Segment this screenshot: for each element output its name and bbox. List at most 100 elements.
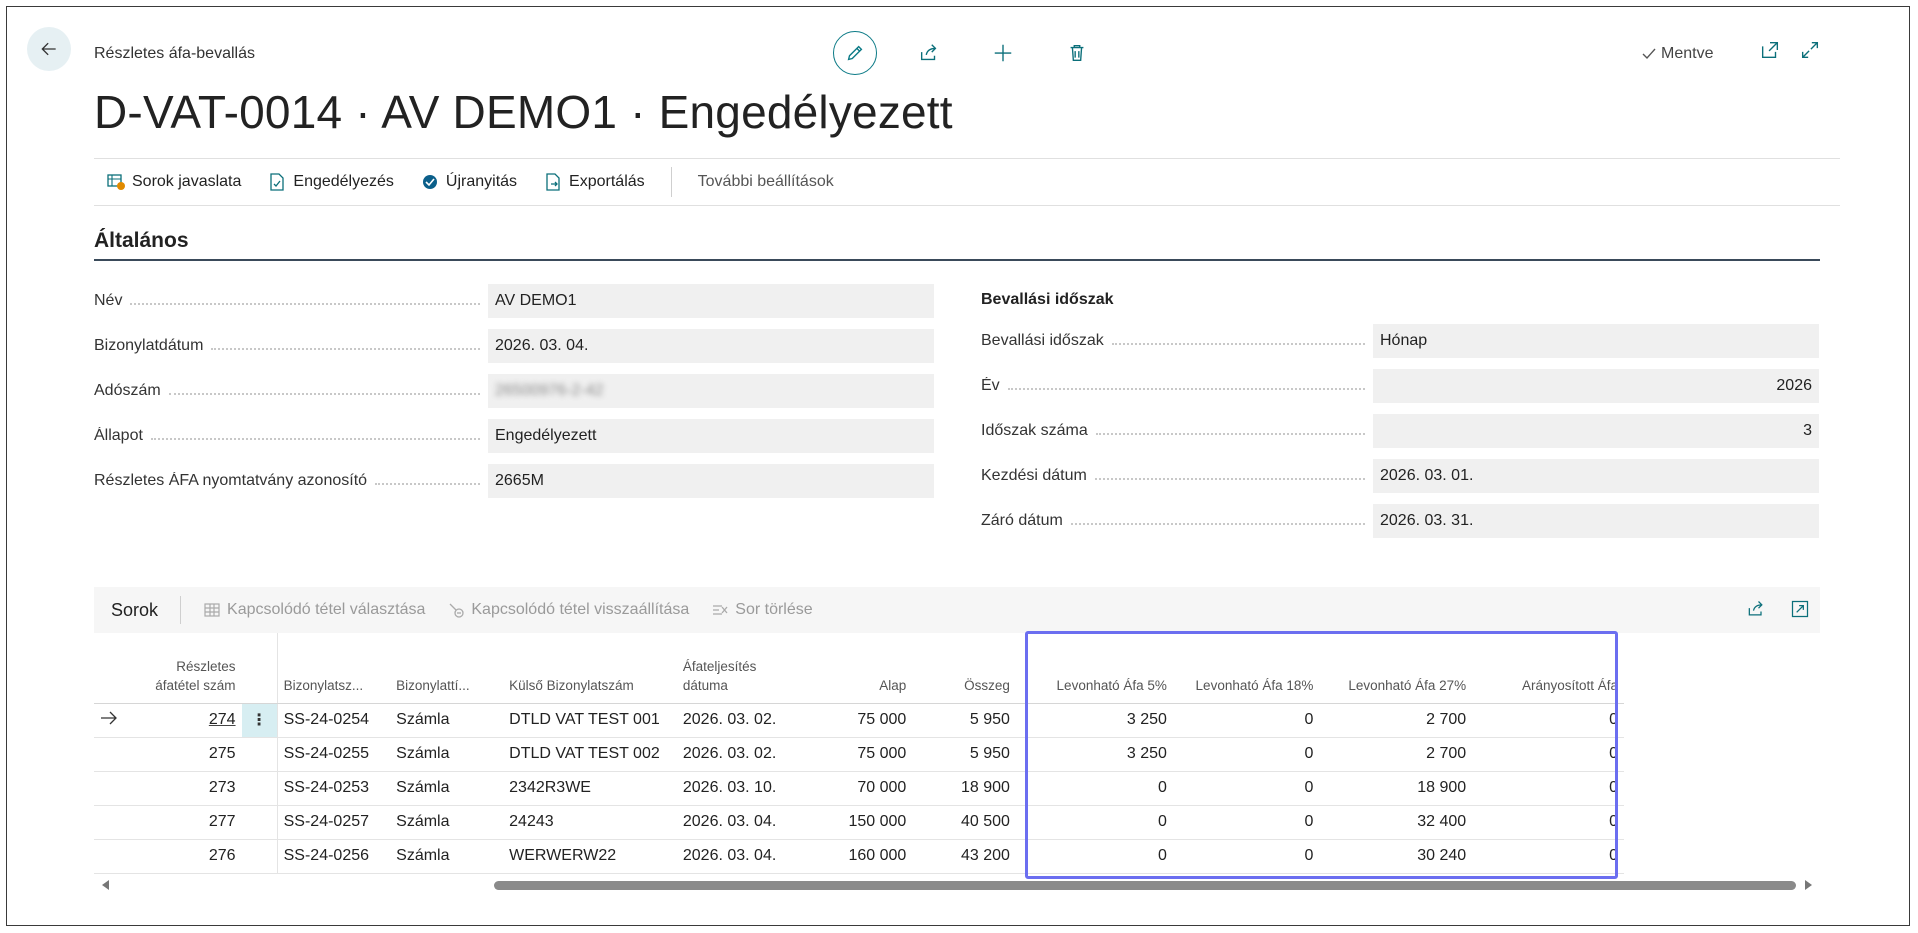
table-row[interactable]: 275 SS-24-0255 Számla DTLD VAT TEST 002 … [94,737,1624,772]
column-header-ded5[interactable]: Levonható Áfa 5% [1015,633,1173,704]
doc-no-cell[interactable]: SS-24-0256 [277,839,391,874]
page-title: D-VAT-0014 · AV DEMO1 · Engedélyezett [94,86,953,138]
current-row-indicator [94,703,138,738]
ext-doc-cell: 24243 [503,805,677,840]
document-date-input[interactable]: 2026. 03. 04. [488,329,934,363]
doc-no-cell[interactable]: SS-24-0257 [277,805,391,840]
saved-status: Mentve [1641,45,1713,63]
action-bar: Sorok javaslata Engedélyezés Újranyitás … [94,158,1840,206]
field-label: Időszak száma [981,422,1088,439]
field-label: Év [981,377,1000,394]
ded27-cell: 2 700 [1319,737,1473,772]
vat-date-cell: 2026. 03. 04. [676,839,809,874]
more-options-label: További beállítások [697,173,834,190]
table-row[interactable]: 276 SS-24-0256 Számla WERWERW22 2026. 03… [94,839,1624,874]
share-icon[interactable] [1746,599,1766,619]
column-header-base[interactable]: Alap [808,633,913,704]
expand-icon[interactable] [1799,39,1821,61]
end-date-input[interactable]: 2026. 03. 31. [1373,504,1819,538]
column-header-ext-doc[interactable]: Külső Bizonylatszám [503,633,677,704]
form-id-input[interactable]: 2665M [488,464,934,498]
back-button[interactable] [27,27,71,71]
release-action[interactable]: Engedélyezés [267,172,394,192]
edit-button[interactable] [833,31,877,75]
line-id[interactable]: 277 [137,805,242,840]
doc-no-cell[interactable]: SS-24-0253 [277,771,391,806]
pencil-icon [847,45,863,61]
new-button[interactable] [981,31,1025,75]
release-label: Engedélyezés [293,173,394,190]
column-header-doc-no[interactable]: Bizonylatsz... [277,633,391,704]
delete-line-action[interactable]: Sor törlése [711,601,813,619]
suggest-lines-action[interactable]: Sorok javaslata [106,172,241,192]
doc-no-cell[interactable]: SS-24-0254 [277,703,391,738]
field-document-date: Bizonylatdátum 2026. 03. 04. [94,329,934,363]
name-input[interactable]: AV DEMO1 [488,284,934,318]
field-label: Záró dátum [981,512,1063,529]
line-id[interactable]: 276 [137,839,242,874]
amount-cell: 18 900 [912,771,1016,806]
delete-button[interactable] [1055,31,1099,75]
table-row[interactable]: 274 ⋮ SS-24-0254 Számla DTLD VAT TEST 00… [94,703,1624,738]
column-header-proportional[interactable]: Arányosított Áfa [1472,633,1624,704]
ded27-cell: 2 700 [1319,703,1473,738]
action-separator [670,167,672,197]
reset-related-entry-action[interactable]: Kapcsolódó tétel visszaállítása [447,601,689,619]
line-id[interactable]: 273 [137,771,242,806]
tax-number-input[interactable]: 26500976-2-42 [488,374,934,408]
table-row[interactable]: 277 SS-24-0257 Számla 24243 2026. 03. 04… [94,805,1624,840]
ext-doc-cell: WERWERW22 [503,839,677,874]
period-number-input[interactable]: 3 [1373,414,1819,448]
delete-line-label: Sor törlése [735,601,813,618]
proportional-cell: 0 [1472,805,1624,840]
doc-no-cell[interactable]: SS-24-0255 [277,737,391,772]
suggest-lines-label: Sorok javaslata [132,173,242,190]
more-options-action[interactable]: További beállítások [698,173,834,191]
ded18-cell: 0 [1172,771,1320,806]
scroll-left-icon[interactable] [102,880,109,890]
expand-part-icon[interactable] [1790,599,1810,619]
field-label: Részletes ÁFA nyomtatvány azonosító [94,472,368,489]
checkmark-icon [1642,48,1656,60]
saved-label: Mentve [1661,45,1714,62]
column-header-doc-type[interactable]: Bizonylattí... [390,633,504,704]
field-label: Bizonylatdátum [94,337,204,354]
line-id[interactable]: 274 [208,711,236,728]
row-menu-button[interactable]: ⋮ [241,703,278,738]
open-new-window-icon[interactable] [1759,39,1781,61]
ext-doc-cell: DTLD VAT TEST 002 [503,737,677,772]
column-header-id[interactable]: Részletes áfatétel szám [137,633,242,704]
export-icon [546,173,560,191]
page-toolbar [833,31,1099,75]
scroll-right-icon[interactable] [1805,880,1812,890]
amount-cell: 5 950 [912,737,1016,772]
year-input[interactable]: 2026 [1373,369,1819,403]
column-header-ded18[interactable]: Levonható Áfa 18% [1172,633,1320,704]
field-period-type: Bevallási időszak Hónap [981,324,1819,358]
table-row[interactable]: 273 SS-24-0253 Számla 2342R3WE 2026. 03.… [94,771,1624,806]
share-button[interactable] [907,31,951,75]
vat-date-cell: 2026. 03. 10. [676,771,809,806]
start-date-input[interactable]: 2026. 03. 01. [1373,459,1819,493]
select-related-entry-action[interactable]: Kapcsolódó tétel választása [203,601,425,619]
scrollbar-thumb[interactable] [494,881,1796,890]
line-id[interactable]: 275 [137,737,242,772]
plus-icon [994,44,1012,62]
horizontal-scrollbar[interactable] [94,877,1820,893]
export-action[interactable]: Exportálás [543,172,645,192]
column-header-ded27[interactable]: Levonható Áfa 27% [1319,633,1473,704]
general-section-title: Általános [94,229,189,252]
doc-type-cell: Számla [390,703,504,738]
export-label: Exportálás [569,173,645,190]
reopen-action[interactable]: Újranyitás [420,172,517,192]
column-header-amount[interactable]: Összeg [912,633,1016,704]
column-header-vat-date[interactable]: Áfateljesítés dátuma [676,633,809,704]
vat-date-cell: 2026. 03. 04. [676,805,809,840]
doc-type-cell: Számla [390,805,504,840]
ded5-cell: 3 250 [1015,703,1173,738]
table-select-icon [204,603,220,617]
reopen-label: Újranyitás [445,173,518,190]
period-type-select[interactable]: Hónap [1373,324,1819,358]
proportional-cell: 0 [1472,771,1624,806]
field-start-date: Kezdési dátum 2026. 03. 01. [981,459,1819,493]
